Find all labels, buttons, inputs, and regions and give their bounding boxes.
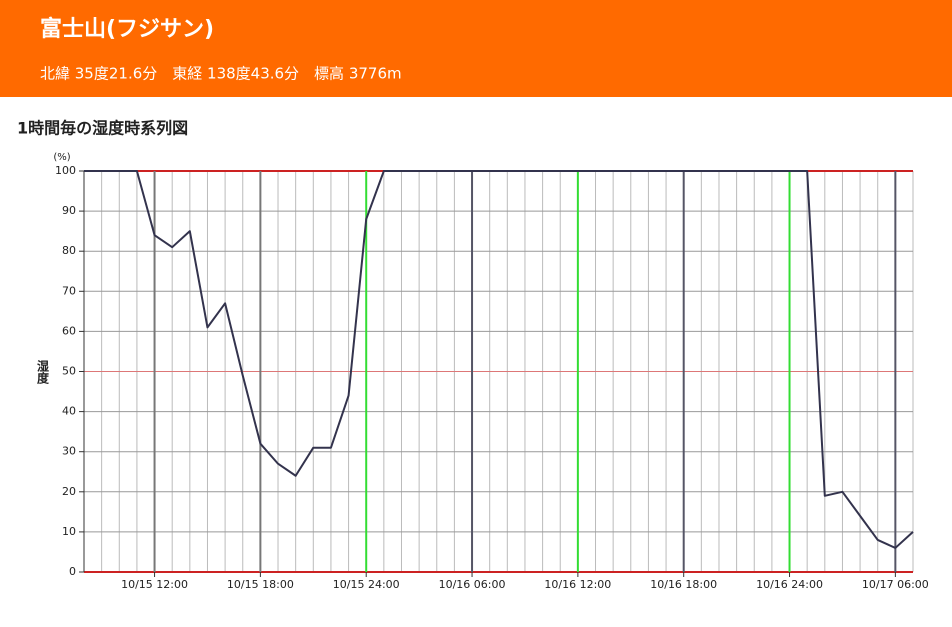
y-unit: (%) [53,152,70,163]
y-tick-label: 100 [55,164,76,177]
header-bar [0,0,952,97]
y-axis-label: 湿度 [36,359,50,385]
x-tick-label: 10/15 18:00 [227,578,294,591]
x-tick-label: 10/15 12:00 [121,578,188,591]
humidity-line [84,170,914,549]
x-tick-label: 10/16 06:00 [439,578,506,591]
chart-title: 1時間毎の湿度時系列図 [17,119,188,138]
y-tick-label: 90 [62,204,76,217]
y-tick-label: 40 [62,405,76,418]
y-tick-label: 70 [62,284,76,297]
y-tick-label: 30 [62,445,76,458]
x-tick-label: 10/15 24:00 [333,578,400,591]
station-info: 北緯 35度21.6分 東経 138度43.6分 標高 3776m [40,65,402,83]
y-tick-label: 0 [69,565,76,578]
y-tick-label: 20 [62,485,76,498]
x-tick-label: 10/16 12:00 [544,578,611,591]
y-tick-label: 80 [62,244,76,257]
station-title: 富士山(フジサン) [40,16,214,42]
x-tick-label: 10/17 06:00 [862,578,929,591]
y-tick-label: 10 [62,525,76,538]
y-tick-label: 60 [62,324,76,337]
x-tick-label: 10/16 24:00 [756,578,823,591]
y-tick-label: 50 [62,365,76,378]
x-tick-label: 10/16 18:00 [650,578,717,591]
